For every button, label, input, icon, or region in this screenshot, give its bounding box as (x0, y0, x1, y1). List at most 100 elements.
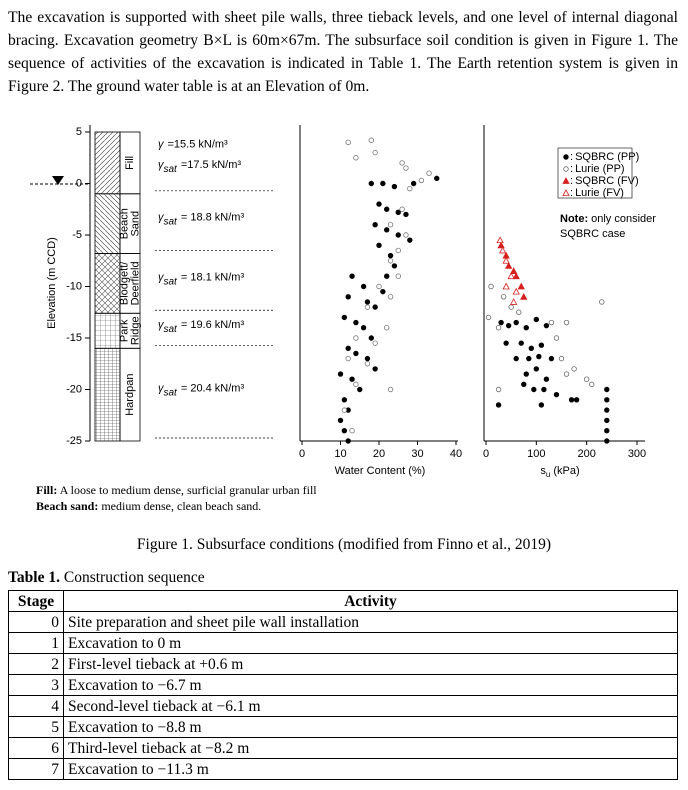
soil-layer (94, 312, 121, 349)
layer-label-cell (119, 347, 141, 442)
data-point (360, 283, 367, 290)
unit: (kPa) (553, 465, 579, 477)
table-cell: Excavation to −8.8 m (63, 716, 678, 738)
layer-name: Park (118, 319, 130, 342)
data-point (533, 316, 540, 323)
legend-marker (562, 177, 570, 184)
table-row: 0 Site preparation and sheet pile wall in… (8, 611, 678, 633)
data-point (507, 272, 515, 280)
data-point (538, 342, 545, 348)
data-point (395, 209, 401, 216)
data-point (357, 386, 363, 393)
data-point (407, 237, 413, 243)
unit-weight-value: = 18.8 kN/m³ (181, 212, 245, 224)
data-point (387, 221, 394, 228)
table-cell: Excavation to 0 m (63, 632, 678, 654)
data-point (391, 263, 398, 269)
x-tick-label: 20 (373, 448, 385, 460)
layer-name: Deerfield (129, 261, 141, 305)
data-point (368, 335, 374, 341)
data-point (528, 345, 534, 351)
data-point (503, 340, 509, 346)
y-tick-label: -25 (66, 435, 82, 447)
y-tick-label: 5 (76, 126, 82, 138)
data-point (520, 292, 528, 300)
table-cell: Excavation to −11.3 m (63, 758, 678, 780)
data-point (368, 180, 374, 187)
data-point (345, 294, 351, 300)
table-title-text: Construction sequence (63, 569, 205, 586)
data-point (510, 298, 518, 305)
table-cell: 1 (8, 632, 64, 654)
table-cell: 6 (8, 737, 64, 759)
data-point (543, 322, 550, 329)
table-cell: 3 (8, 674, 64, 696)
data-point (513, 355, 519, 362)
data-point (497, 241, 505, 249)
data-point (521, 381, 527, 388)
data-point (345, 355, 351, 362)
data-point (563, 319, 570, 326)
data-point (599, 299, 605, 305)
data-point (341, 314, 348, 321)
data-point (345, 139, 351, 145)
symbol: s (540, 465, 546, 477)
x-tick-label: 30 (411, 448, 423, 460)
unit-weight: γsat = 18.8 kN/m³ (158, 212, 244, 228)
data-point (571, 366, 577, 372)
data-point (563, 371, 570, 377)
unit-weight: γsat = 18.1 kN/m³ (158, 271, 244, 287)
data-point (512, 272, 520, 280)
note-label: Note: (560, 213, 588, 225)
unit-weight-value: =17.5 kN/m³ (181, 159, 242, 171)
data-point (384, 227, 390, 233)
legend-label: Lurie (PP) (575, 163, 625, 175)
data-point (553, 391, 560, 398)
paragraph: The excavation is supported with sheet p… (8, 9, 678, 95)
soil-layer (94, 253, 121, 314)
data-point (573, 397, 580, 403)
y-tick-label: -15 (66, 332, 82, 344)
data-point (510, 267, 518, 274)
x-tick-label: 300 (628, 448, 646, 460)
data-point (387, 294, 394, 300)
data-point (488, 283, 494, 290)
data-point (523, 325, 529, 331)
layer-name: Blodgett/ (118, 261, 130, 305)
data-point (353, 319, 359, 326)
data-point (364, 304, 371, 310)
axis-label: Elevation (m CCD) (46, 237, 58, 329)
data-point (495, 325, 502, 331)
x-tick-label: 40 (450, 448, 462, 460)
data-point (568, 397, 575, 403)
data-point (536, 353, 542, 360)
data-point (364, 299, 371, 305)
data-point (505, 322, 512, 329)
water-table-symbol (52, 176, 64, 185)
data-point (517, 282, 525, 290)
data-point (531, 386, 537, 393)
data-point (353, 155, 359, 161)
symbol: γ (158, 271, 165, 283)
table-cell: Excavation to −6.7 m (63, 674, 678, 696)
data-point (604, 397, 610, 403)
data-point (395, 232, 401, 238)
data-point (604, 438, 610, 444)
data-point (512, 287, 520, 295)
header-cell: Stage (8, 590, 64, 612)
data-point (502, 282, 510, 290)
data-point (504, 262, 513, 269)
table-row: 3 Excavation to −6.7 m (8, 674, 678, 696)
data-point (380, 180, 386, 187)
table-cell: 5 (8, 716, 64, 738)
data-point (403, 211, 409, 218)
legend-marker (562, 189, 570, 196)
subscript: sat (164, 276, 179, 287)
data-point (384, 206, 390, 212)
data-point (495, 386, 502, 393)
note: Note: only consider (560, 213, 656, 225)
layer-name: Beach (118, 208, 130, 239)
data-point (496, 236, 504, 244)
data-point (395, 247, 401, 254)
data-point (360, 325, 367, 331)
